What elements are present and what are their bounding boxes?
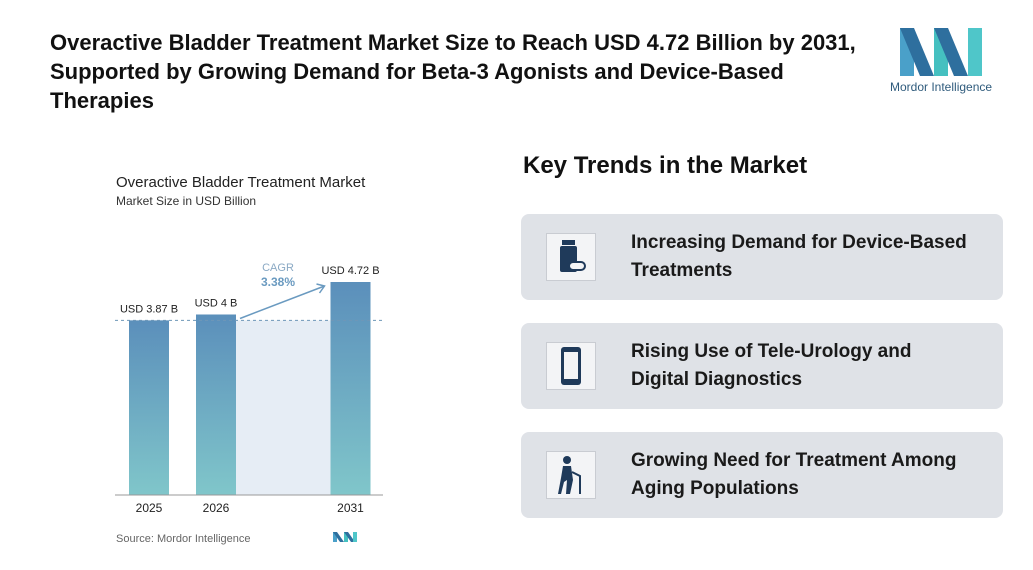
source: Source: Mordor Intelligence (116, 533, 251, 545)
cagr-arrow (239, 285, 325, 320)
trend-card: Rising Use of Tele-Urology and Digital D… (521, 323, 1003, 409)
x-tick-label: 2031 (337, 501, 364, 515)
x-tick-label: 2026 (203, 501, 230, 515)
bar (330, 282, 371, 495)
icon (546, 451, 596, 499)
value-label: USD 4.72 B (321, 265, 379, 277)
bar (129, 320, 169, 495)
section-title: Key Trends in the Market (523, 152, 808, 179)
logo-text: Mordor Intelligence (890, 80, 993, 94)
page-title: Overactive Bladder Treatment Market Size… (50, 30, 856, 113)
chart: Overactive Bladder Treatment Market Mark… (115, 174, 383, 545)
value-label: USD 3.87 B (120, 303, 178, 315)
trend-text: Growing Need for Treatment Among Aging P… (631, 450, 957, 499)
x-tick-label: 2025 (136, 501, 163, 515)
annotation-label: CAGR (262, 262, 294, 274)
trend-card: Increasing Demand for Device-Based Treat… (521, 214, 1003, 300)
chart-subtitle: Market Size in USD Billion (116, 194, 256, 208)
cagr-arrowhead (316, 283, 326, 294)
icon (546, 342, 596, 390)
trend-text: Rising Use of Tele-Urology and Digital D… (631, 341, 912, 390)
annotation-value: 3.38% (261, 275, 295, 289)
icon (546, 233, 596, 281)
logo (900, 28, 982, 76)
highlight-area (236, 320, 331, 495)
trend-text: Increasing Demand for Device-Based Treat… (631, 232, 967, 281)
value-label: USD 4 B (195, 297, 238, 309)
trend-card: Growing Need for Treatment Among Aging P… (521, 432, 1003, 518)
source-logo (333, 532, 357, 542)
chart-title: Overactive Bladder Treatment Market (116, 174, 366, 191)
bar (196, 314, 236, 495)
